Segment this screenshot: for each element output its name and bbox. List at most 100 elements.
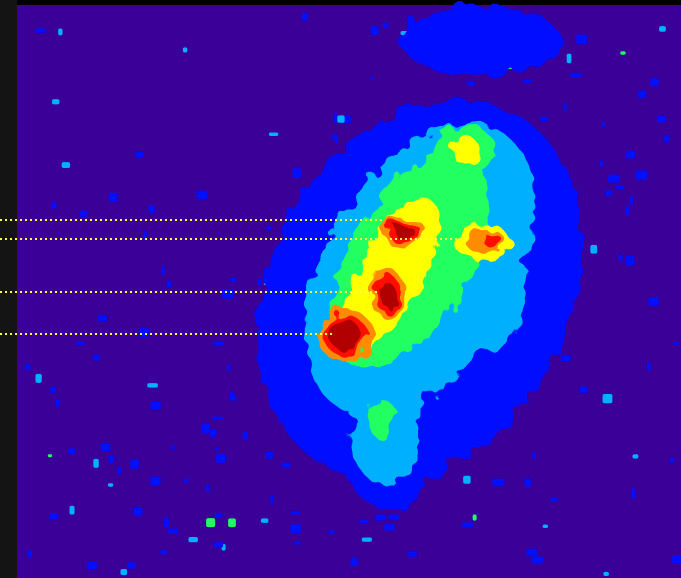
speck	[659, 26, 666, 32]
speck	[188, 537, 198, 542]
speck	[183, 47, 188, 52]
speck	[206, 518, 215, 527]
speck	[543, 525, 548, 529]
speck	[635, 170, 647, 180]
speck	[168, 529, 178, 534]
speck	[101, 443, 110, 451]
speck	[229, 278, 236, 282]
speck	[492, 479, 504, 487]
speck	[212, 417, 223, 420]
speck	[525, 478, 532, 486]
speck	[360, 520, 368, 523]
speck	[261, 518, 269, 523]
speck	[638, 91, 646, 98]
speck	[50, 387, 55, 394]
speck	[98, 315, 107, 322]
speck	[127, 562, 136, 568]
speck	[600, 161, 603, 167]
speck	[58, 29, 62, 36]
speck	[462, 523, 473, 528]
speck	[350, 558, 357, 566]
speck	[68, 448, 75, 454]
speck	[76, 342, 85, 346]
speck	[523, 80, 532, 83]
speck	[228, 518, 236, 527]
speck	[632, 454, 638, 458]
speck	[384, 524, 395, 530]
peak	[380, 283, 396, 307]
speck	[215, 513, 222, 517]
speck	[216, 454, 226, 463]
speck	[147, 383, 158, 387]
speck	[672, 555, 681, 563]
speck	[257, 279, 261, 286]
speck	[580, 386, 588, 393]
red-region	[483, 233, 501, 247]
speck	[657, 116, 666, 123]
speck	[625, 206, 630, 216]
green-region	[369, 400, 397, 440]
blue-region	[400, 5, 560, 75]
peak	[329, 320, 361, 350]
speck	[130, 460, 139, 469]
speck	[133, 507, 142, 516]
speck	[463, 476, 470, 484]
speck	[93, 459, 98, 468]
page: (() => { const data = JSON.parse(documen…	[0, 0, 681, 578]
speck	[563, 103, 566, 111]
speck	[62, 162, 70, 168]
speck	[371, 26, 379, 35]
speck	[184, 479, 188, 483]
speck	[293, 168, 302, 178]
speck	[48, 454, 52, 457]
speck	[601, 122, 605, 127]
speck	[467, 82, 475, 86]
speck	[290, 524, 301, 533]
speck	[222, 289, 234, 298]
speck	[616, 185, 624, 189]
speck	[164, 517, 169, 527]
speck	[135, 151, 143, 157]
speck	[376, 515, 387, 521]
speck	[648, 297, 658, 306]
speck	[647, 362, 651, 371]
speck	[673, 342, 679, 345]
speck	[93, 355, 99, 361]
speck	[540, 117, 548, 122]
speck	[230, 392, 234, 399]
speck	[532, 556, 544, 563]
speck	[150, 477, 160, 485]
speck	[171, 445, 174, 450]
speck	[214, 542, 224, 548]
speck	[608, 175, 620, 183]
speck	[25, 364, 30, 370]
speck	[362, 537, 372, 541]
speck	[650, 78, 658, 86]
speck	[265, 452, 273, 459]
speck	[550, 498, 558, 502]
speck	[49, 513, 58, 519]
speck	[35, 374, 41, 383]
speck	[526, 549, 537, 557]
speck	[69, 506, 74, 515]
speck	[603, 572, 609, 576]
speck	[567, 54, 572, 64]
speck	[281, 463, 290, 468]
speck	[669, 458, 674, 462]
speck	[269, 133, 279, 136]
speck	[576, 34, 587, 44]
speck	[52, 99, 59, 104]
intensity-map	[0, 0, 681, 578]
speck	[206, 485, 210, 491]
speck	[570, 73, 581, 78]
speck	[243, 432, 249, 440]
speck	[210, 429, 217, 436]
speck	[109, 193, 117, 202]
speck	[52, 202, 57, 209]
speck	[290, 511, 300, 514]
speck	[626, 151, 635, 159]
speck	[143, 231, 146, 239]
speck	[561, 355, 571, 361]
speck	[270, 495, 273, 504]
speck	[407, 552, 417, 557]
